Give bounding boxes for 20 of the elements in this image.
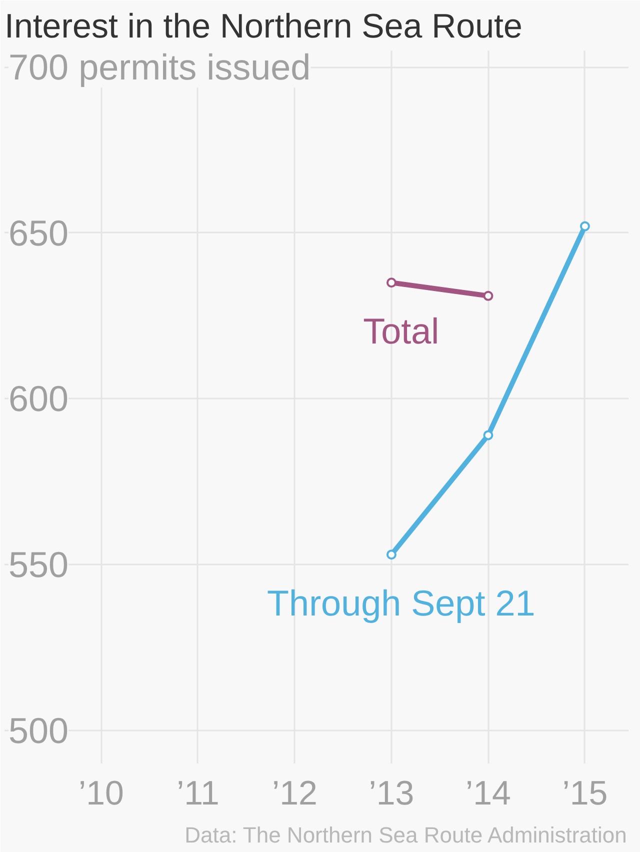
y-tick-label: 650 [8,212,69,254]
y-tick-label: 550 [8,544,69,586]
point [386,550,396,560]
x-tick-label: ’14 [466,774,511,812]
chart-title: Interest in the Northern Sea Route [4,8,522,46]
y-tick-label: 500 [8,710,69,751]
x-tick-label: ’10 [78,774,124,812]
y-tick-label: 600 [8,378,69,420]
text: Data: The Northern Sea Route Administration [184,822,627,848]
y-tick-label: 700 permits issued [8,46,311,88]
x-tick-label: ’12 [272,774,318,812]
x-tick-label: ’15 [562,774,608,812]
point [483,430,494,440]
series-label: Total [363,310,440,352]
x-tick-label: ’13 [368,774,414,812]
point [580,221,590,232]
x-tick-label: ’11 [176,774,220,812]
point [483,290,494,301]
series-label: Through Sept 21 [267,582,536,624]
point [386,278,396,288]
